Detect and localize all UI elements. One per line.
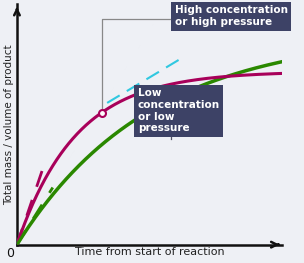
Text: High concentration
or high pressure: High concentration or high pressure (175, 5, 288, 27)
X-axis label: Time from start of reaction: Time from start of reaction (75, 247, 224, 257)
Text: 0: 0 (6, 247, 14, 260)
Y-axis label: Total mass / volume of product: Total mass / volume of product (4, 44, 14, 205)
Text: Low
concentration
or low
pressure: Low concentration or low pressure (138, 88, 220, 133)
